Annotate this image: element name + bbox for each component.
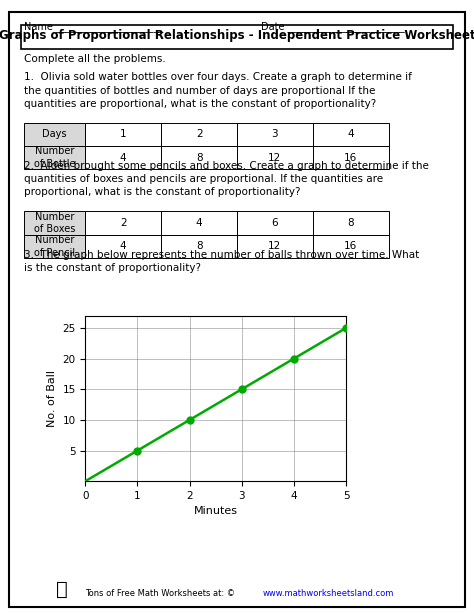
FancyBboxPatch shape <box>161 211 237 235</box>
Text: 16: 16 <box>344 153 357 162</box>
Text: Complete all the problems.: Complete all the problems. <box>24 54 165 64</box>
X-axis label: Minutes: Minutes <box>194 506 237 517</box>
Text: Days: Days <box>42 129 67 139</box>
FancyBboxPatch shape <box>85 211 161 235</box>
Text: 2: 2 <box>196 129 202 139</box>
FancyBboxPatch shape <box>9 12 465 607</box>
Text: 4: 4 <box>120 153 127 162</box>
Text: 8: 8 <box>196 242 202 251</box>
FancyBboxPatch shape <box>85 123 161 146</box>
Text: Date ________________________: Date ________________________ <box>261 21 404 32</box>
Text: 2: 2 <box>120 218 127 228</box>
Text: Graphs of Proportional Relationships - Independent Practice Worksheet: Graphs of Proportional Relationships - I… <box>0 29 474 42</box>
Text: 3.  The graph below represents the number of balls thrown over time. What
is the: 3. The graph below represents the number… <box>24 250 419 273</box>
Y-axis label: No. of Ball: No. of Ball <box>47 370 57 427</box>
Text: 2.  Aiden brought some pencils and boxes. Create a graph to determine if the
qua: 2. Aiden brought some pencils and boxes.… <box>24 161 428 197</box>
FancyBboxPatch shape <box>85 146 161 169</box>
FancyBboxPatch shape <box>85 235 161 258</box>
FancyBboxPatch shape <box>161 235 237 258</box>
Text: 6: 6 <box>272 218 278 228</box>
Text: Name ______________________: Name ______________________ <box>24 21 163 32</box>
Text: Tons of Free Math Worksheets at: ©: Tons of Free Math Worksheets at: © <box>85 589 238 598</box>
FancyBboxPatch shape <box>24 235 85 258</box>
FancyBboxPatch shape <box>237 146 313 169</box>
FancyBboxPatch shape <box>313 211 389 235</box>
FancyBboxPatch shape <box>313 235 389 258</box>
FancyBboxPatch shape <box>237 235 313 258</box>
Text: 1: 1 <box>120 129 127 139</box>
Text: 12: 12 <box>268 242 282 251</box>
Text: 8: 8 <box>347 218 354 228</box>
Text: 4: 4 <box>347 129 354 139</box>
Text: 1.  Olivia sold water bottles over four days. Create a graph to determine if
the: 1. Olivia sold water bottles over four d… <box>24 72 411 109</box>
Text: Number
of Pencil: Number of Pencil <box>34 235 75 257</box>
FancyBboxPatch shape <box>24 211 85 235</box>
FancyBboxPatch shape <box>24 146 85 169</box>
Text: Number
of Bottle: Number of Bottle <box>34 147 75 169</box>
Text: 8: 8 <box>196 153 202 162</box>
FancyBboxPatch shape <box>237 123 313 146</box>
Text: 3: 3 <box>272 129 278 139</box>
FancyBboxPatch shape <box>161 123 237 146</box>
Text: 🌴: 🌴 <box>56 581 67 599</box>
FancyBboxPatch shape <box>21 25 453 49</box>
Text: 4: 4 <box>196 218 202 228</box>
Text: Number
of Boxes: Number of Boxes <box>34 212 75 234</box>
FancyBboxPatch shape <box>313 123 389 146</box>
FancyBboxPatch shape <box>161 146 237 169</box>
FancyBboxPatch shape <box>24 123 85 146</box>
Text: www.mathworksheetsland.com: www.mathworksheetsland.com <box>263 589 394 598</box>
FancyBboxPatch shape <box>313 146 389 169</box>
Text: 12: 12 <box>268 153 282 162</box>
Text: 16: 16 <box>344 242 357 251</box>
Text: 4: 4 <box>120 242 127 251</box>
FancyBboxPatch shape <box>237 211 313 235</box>
